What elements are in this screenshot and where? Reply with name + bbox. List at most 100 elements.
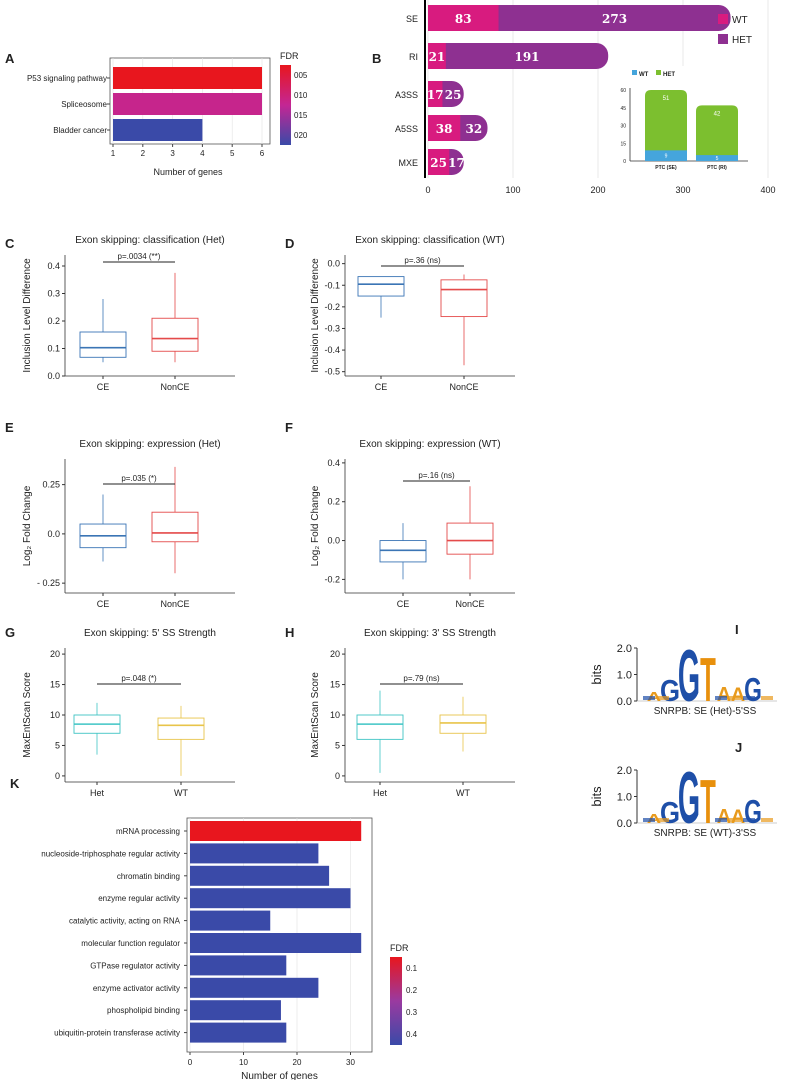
panel-k-bar <box>190 910 271 931</box>
panel-a-legend-tick: 020 <box>294 131 308 140</box>
panel-b-category-label: SE <box>406 14 418 24</box>
inset-ytick-label: 30 <box>620 124 626 130</box>
panel-k-bar <box>190 821 362 841</box>
panel-E-sig-label: p=.035 (*) <box>121 474 157 483</box>
panel-C-ytick-label: 0.3 <box>47 289 60 299</box>
panel-I-logo-letter: A <box>717 684 732 706</box>
inset-bar-wt <box>696 155 738 161</box>
panel-I-logo-minor <box>643 696 655 700</box>
panel-G-box <box>157 717 205 740</box>
panel-I-logo-minor <box>715 696 727 700</box>
panel-C-ytick-label: 0.2 <box>47 316 60 326</box>
panel-F-xtick-label: CE <box>397 599 410 609</box>
panel-b-category-label: A3SS <box>395 90 418 100</box>
panel-k-legend-tick: 0.1 <box>406 964 418 973</box>
panel-label-d: D <box>285 236 294 251</box>
panel-b-wt-value: 83 <box>455 12 472 26</box>
panel-F-sig-label: p=.16 (ns) <box>418 471 455 480</box>
panel-a-category-label: P53 signaling pathway <box>27 74 107 83</box>
panel-J-ytick-label: 2.0 <box>617 765 632 777</box>
panel-E-xtick-label: CE <box>97 599 110 609</box>
inset-legend-het: HET <box>663 72 675 78</box>
panel-J-logo-minor <box>729 818 741 822</box>
panel-G-ytick-label: 10 <box>50 710 60 720</box>
panel-k-xtick-label: 30 <box>346 1058 355 1067</box>
panel-H-ytick-label: 10 <box>330 710 340 720</box>
panel-D-ytick-label: -0.2 <box>324 302 340 312</box>
panel-k-xtick-label: 20 <box>293 1058 302 1067</box>
panel-G-title: Exon skipping: 5' SS Strength <box>84 628 216 639</box>
panel-F-ytick-label: 0.0 <box>327 536 340 546</box>
panel-a-legend-title: FDR <box>280 51 299 61</box>
panel-label-i: I <box>735 622 739 637</box>
panel-I-caption: SNRPB: SE (Het)-5'SS <box>654 706 757 717</box>
panel-b-wt-value: 17 <box>427 88 444 102</box>
panel-C-sig-label: p=.0034 (**) <box>118 252 161 261</box>
panel-b-legend-wt-swatch <box>718 14 728 24</box>
panel-b-wt-value: 38 <box>436 122 453 136</box>
panel-b-legend-het-swatch <box>718 34 728 44</box>
panel-D-ytick-label: 0.0 <box>327 259 340 269</box>
panel-k-category-label: chromatin binding <box>117 872 180 881</box>
panel-E-ytick-label: 0.0 <box>47 529 60 539</box>
panel-F-ytick-label: -0.2 <box>324 574 340 584</box>
panel-k-bar <box>190 955 287 976</box>
panel-a-xtick-label: 6 <box>260 149 265 158</box>
panel-D-ytick-label: -0.3 <box>324 323 340 333</box>
panel-I-logo-minor <box>761 696 773 700</box>
inset-category-label: PTC (SE) <box>655 165 677 171</box>
panel-a-xtick-label: 3 <box>170 149 175 158</box>
inset-ytick-label: 0 <box>623 159 626 165</box>
panel-label-a: A <box>5 51 15 66</box>
panel-C-box <box>79 331 127 358</box>
panel-k-category-label: ubiquitin-protein transferase activity <box>54 1029 180 1038</box>
panel-b-het-value: 191 <box>514 50 539 64</box>
inset-het-value: 51 <box>663 96 670 102</box>
panel-G-ytick-label: 5 <box>55 740 60 750</box>
panel-b-bar-wt <box>428 149 450 175</box>
panel-D-ytick-label: -0.1 <box>324 280 340 290</box>
panel-J-caption: SNRPB: SE (WT)-3'SS <box>654 828 757 839</box>
panel-I-logo-minor <box>729 696 741 700</box>
panel-J-logo-letter: A <box>717 806 732 828</box>
panel-b-bar-het <box>428 5 731 31</box>
panel-label-e: E <box>5 420 14 435</box>
panel-E-xtick-label: NonCE <box>160 599 189 609</box>
panel-I-ytick-label: 0.0 <box>617 696 632 708</box>
panel-a-category-label: Spliceosome <box>61 100 107 109</box>
panel-F-title: Exon skipping: expression (WT) <box>359 439 500 450</box>
panel-k-category-label: nucleoside-triphosphate regular activity <box>41 849 180 858</box>
panel-J-logo-letter: G <box>660 796 680 831</box>
panel-label-c: C <box>5 236 15 251</box>
panel-a-xtick-label: 4 <box>200 149 205 158</box>
inset-category-label: PTC (RI) <box>707 165 727 171</box>
panel-F-ytick-label: 0.4 <box>327 458 340 468</box>
panel-b-bar-wt <box>428 81 443 107</box>
panel-k-category-label: molecular function regulator <box>81 939 180 948</box>
panel-D-ytick-label: -0.5 <box>324 367 340 377</box>
panel-H-ytick-label: 5 <box>335 740 340 750</box>
panel-a-legend-tick: 015 <box>294 111 308 120</box>
panel-label-j: J <box>735 740 742 755</box>
panel-b-xtick-label: 300 <box>675 185 690 195</box>
panel-a-xtick-label: 2 <box>141 149 146 158</box>
panel-J-logo-letter: G <box>744 794 762 831</box>
panel-k-category-label: phospholipid binding <box>107 1006 180 1015</box>
inset-bar-het <box>696 105 738 161</box>
panel-D-ylabel: Inclusion Level Difference <box>310 258 321 373</box>
panel-H-box <box>439 714 487 734</box>
panel-k-category-label: enzyme regular activity <box>98 894 180 903</box>
panel-I-logo-letter: G <box>660 674 680 709</box>
panel-k-xlabel: Number of genes <box>241 1071 318 1080</box>
panel-b-xtick-label: 400 <box>760 185 775 195</box>
panel-D-sig-label: p=.36 (ns) <box>404 256 441 265</box>
panel-k-legend-tick: 0.3 <box>406 1008 418 1017</box>
panel-k-category-label: GTPase regulator activity <box>90 961 180 970</box>
panel-E-ytick-label: - 0.25 <box>37 578 60 588</box>
inset-wt-value: 9 <box>665 154 668 160</box>
panel-C-ytick-label: 0.1 <box>47 344 60 354</box>
panel-F-box <box>446 522 494 555</box>
panel-H-ytick-label: 0 <box>335 771 340 781</box>
panel-label-b: B <box>372 51 381 66</box>
panel-I-ytick-label: 2.0 <box>617 643 632 655</box>
